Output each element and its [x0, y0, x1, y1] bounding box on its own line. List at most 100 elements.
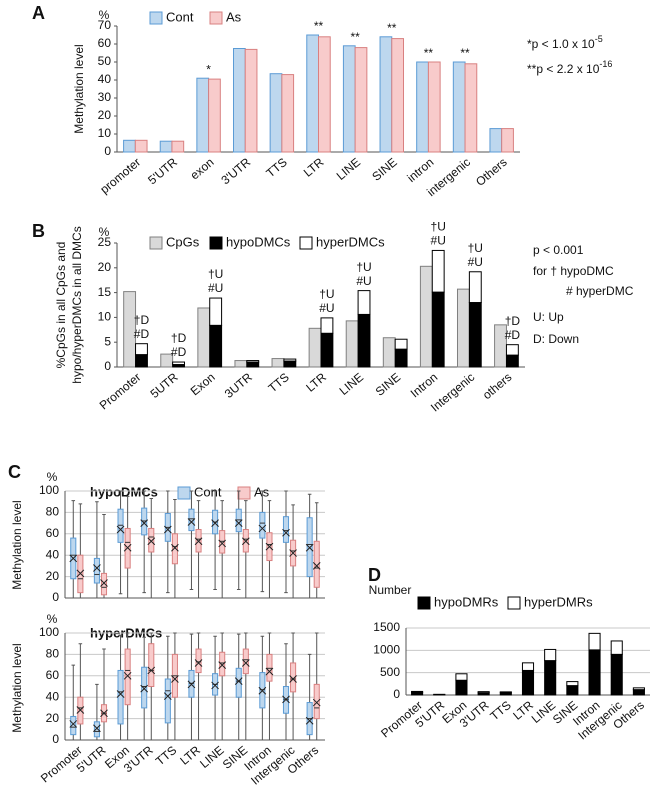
bar-segment: [246, 360, 260, 363]
bar: [419, 265, 433, 368]
whisker-high: [196, 500, 201, 530]
note: U: Up: [533, 310, 564, 324]
bar: [269, 73, 283, 153]
y-tick-label: 60: [98, 36, 112, 50]
whisker-high: [220, 632, 224, 653]
whisker-low: [291, 565, 295, 599]
box: [290, 662, 297, 693]
mean-marker: [69, 554, 78, 563]
box: [141, 666, 148, 709]
mean-marker: [265, 667, 274, 676]
whisker-low: [102, 594, 106, 599]
whisker-low: [236, 531, 241, 590]
y-tick-label: 10: [98, 126, 112, 140]
bar: [244, 48, 258, 153]
bar-segment: [135, 343, 148, 356]
bar-segment: [468, 271, 482, 304]
mean-marker: [93, 724, 101, 733]
bar-segment: [521, 662, 535, 671]
whisker-low: [78, 723, 83, 741]
bar-segment: [610, 653, 623, 696]
legend-label: As: [226, 9, 242, 24]
annotation: †D: [171, 331, 187, 345]
mean-marker: [171, 675, 179, 683]
mean-marker: [93, 564, 101, 572]
whisker-high: [71, 500, 76, 539]
whisker-high: [213, 490, 217, 511]
whisker-low: [291, 691, 295, 741]
bar: [234, 360, 248, 368]
whisker-low: [189, 530, 194, 590]
bar-segment: [320, 317, 334, 334]
bar-segment: [566, 681, 579, 687]
whisker-high: [291, 632, 295, 663]
bar: [342, 45, 356, 153]
whisker-high: [314, 632, 319, 685]
bar: [391, 38, 404, 153]
bar-segment: [588, 649, 601, 696]
whisker-low: [213, 533, 217, 590]
box: [148, 527, 155, 553]
y-tick-label: 0: [52, 732, 59, 746]
y-axis-label: %CpGs in all CpGs and: [54, 242, 68, 369]
bar: [416, 61, 429, 153]
mean-marker: [289, 675, 297, 683]
box: [242, 648, 249, 675]
whisker-low: [118, 723, 123, 741]
y-tick-label: 0: [393, 687, 400, 701]
whisker-high: [118, 634, 123, 671]
whisker-low: [267, 560, 272, 599]
box: [124, 648, 131, 706]
bar-segment: [246, 361, 260, 368]
bar-segment: [455, 673, 468, 681]
panel-label: A: [32, 3, 45, 23]
whisker-low: [71, 734, 76, 741]
whisker-high: [260, 490, 265, 513]
y-unit: %: [47, 612, 58, 626]
mean-marker: [163, 525, 172, 534]
whisker-low: [260, 538, 265, 593]
y-tick-label: 20: [46, 569, 60, 583]
y-tick-label: 20: [98, 260, 112, 274]
legend-swatch: [209, 236, 223, 250]
bar: [318, 36, 331, 153]
box: [313, 540, 320, 588]
y-tick-label: 0: [104, 144, 111, 158]
mean-marker: [76, 569, 85, 578]
whisker-high: [291, 504, 295, 541]
significance: *: [206, 62, 211, 76]
mean-marker: [100, 709, 108, 718]
whisker-high: [142, 636, 146, 668]
note: *p < 1.0 x 10-5: [527, 34, 603, 51]
annotation: #D: [505, 328, 521, 342]
whisker-low: [220, 675, 224, 741]
whisker-high: [196, 632, 201, 650]
whisker-high: [149, 497, 154, 529]
whisker-high: [314, 502, 319, 542]
note-text: **p < 2.2 x 10: [527, 62, 600, 76]
mean-marker: [218, 661, 227, 669]
whisker-low: [142, 534, 146, 594]
whisker-high: [260, 635, 265, 673]
whisker-low: [284, 542, 288, 594]
bar-segment: [431, 249, 445, 293]
x-tick-label: TTS: [487, 698, 513, 723]
box: [164, 678, 171, 724]
whisker-high: [189, 490, 194, 510]
bar: [123, 139, 136, 153]
legend-swatch: [417, 596, 431, 610]
annotation: †U: [208, 267, 223, 281]
whisker-low: [307, 576, 312, 599]
whisker-low: [314, 587, 319, 599]
bar-segment: [394, 338, 408, 350]
x-tick-label: TTS: [263, 155, 289, 180]
y-tick-label: 40: [46, 547, 60, 561]
box: [70, 715, 77, 736]
legend-label: hyperDMCs: [316, 234, 385, 249]
x-tick-label: LTR: [303, 370, 329, 395]
bar: [134, 139, 148, 153]
bar-segment: [431, 291, 445, 368]
y-axis-label: Methylation level: [72, 44, 86, 133]
legend-label: hyperDMRs: [524, 594, 593, 609]
y-tick-label: 40: [98, 72, 112, 86]
